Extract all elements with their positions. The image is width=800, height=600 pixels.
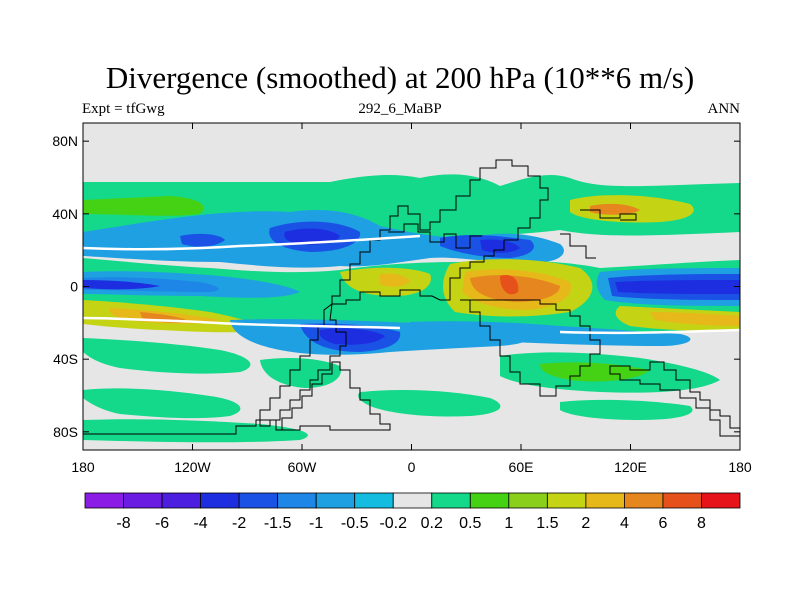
case-label: 292_6_MaBP bbox=[358, 101, 442, 117]
colorbar-level-label: 1.5 bbox=[536, 515, 558, 532]
colorbar-swatch bbox=[585, 492, 625, 509]
map-axes: 80N 40N 0 40S 80S 180 120W 60W 0 60E 120E 180 bbox=[52, 123, 752, 475]
colorbar-swatch bbox=[392, 492, 433, 509]
contour-line bbox=[83, 316, 401, 330]
contour-region bbox=[358, 390, 501, 417]
coastlines bbox=[83, 159, 740, 437]
colorbar-level-label: -6 bbox=[155, 515, 169, 532]
colorbar-level-label: 0.2 bbox=[421, 515, 443, 532]
divergence-field bbox=[83, 123, 740, 450]
colorbar-level-label: 4 bbox=[620, 515, 629, 532]
colorbar-level-label: 2 bbox=[581, 515, 590, 532]
colorbar-level-label: -1.5 bbox=[264, 515, 292, 532]
colorbar-level-label: -8 bbox=[116, 515, 130, 532]
contour-region bbox=[410, 321, 691, 346]
contour-line bbox=[83, 234, 421, 251]
lon-tick-label: 60E bbox=[509, 459, 534, 475]
contour-region bbox=[83, 419, 308, 443]
contour-region bbox=[500, 274, 519, 295]
lat-tick-label: 40N bbox=[52, 206, 78, 222]
colorbar-swatch bbox=[84, 492, 124, 509]
colorbar-level-label: -2 bbox=[232, 515, 246, 532]
colorbar-swatch bbox=[315, 492, 356, 509]
colorbar-level-label: -1 bbox=[309, 515, 323, 532]
colorbar-level-label: 1 bbox=[504, 515, 513, 532]
colorbar-level-label: 6 bbox=[658, 515, 667, 532]
lon-tick-label: 120E bbox=[614, 459, 647, 475]
colorbar-swatch bbox=[431, 492, 471, 509]
colorbar-swatch bbox=[546, 492, 587, 509]
contour-line bbox=[559, 328, 740, 335]
colorbar-level-label: -0.5 bbox=[341, 515, 369, 532]
coastline-america-south bbox=[259, 302, 347, 427]
contour-region bbox=[83, 388, 241, 419]
lon-tick-label: 180 bbox=[728, 459, 752, 475]
lon-tick-label: 0 bbox=[408, 459, 416, 475]
lat-tick-label: 80S bbox=[53, 424, 78, 440]
colorbar-swatch bbox=[701, 492, 741, 509]
plot-title: Divergence (smoothed) at 200 hPa (10**6 … bbox=[105, 60, 695, 95]
colorbar-swatch bbox=[123, 492, 163, 509]
colorbar-swatch bbox=[200, 492, 240, 509]
contour-region bbox=[615, 280, 740, 294]
lat-tick-label: 40S bbox=[53, 351, 78, 367]
lat-tick-label: 80N bbox=[52, 133, 78, 149]
colorbar-level-label: 8 bbox=[697, 515, 706, 532]
coastline-antarctica bbox=[83, 361, 391, 435]
coastline-australia bbox=[609, 361, 740, 437]
contour-region bbox=[480, 239, 520, 253]
lon-tick-label: 60W bbox=[288, 459, 318, 475]
lon-tick-label: 120W bbox=[174, 459, 211, 475]
colorbar-swatch bbox=[161, 492, 201, 509]
zero-contours bbox=[83, 234, 740, 335]
coastline-arctic-island bbox=[580, 209, 637, 221]
colorbar-swatch bbox=[624, 492, 664, 509]
contour-region bbox=[560, 399, 693, 420]
contour-region bbox=[650, 312, 740, 326]
contour-region bbox=[83, 196, 204, 216]
colorbar-swatch bbox=[238, 492, 279, 509]
colorbar-level-label: -4 bbox=[193, 515, 207, 532]
contour-region bbox=[180, 233, 225, 247]
lat-tick-label: 0 bbox=[70, 279, 78, 295]
colorbar-level-label: 0.5 bbox=[459, 515, 481, 532]
colorbar-swatch bbox=[469, 492, 510, 509]
colorbar: -8 -6 -4 -2 -1.5 -1 -0.5 -0.2 0.2 0.5 1 1.5 2 4 6 8 bbox=[84, 492, 741, 532]
coastline-greenland bbox=[388, 223, 482, 249]
contour-region bbox=[590, 203, 640, 215]
colorbar-swatch bbox=[354, 492, 394, 509]
contour-region bbox=[260, 358, 341, 388]
coastline-pacific-islands bbox=[560, 233, 596, 259]
colorbar-swatch bbox=[662, 492, 702, 509]
season-label: ANN bbox=[707, 101, 741, 117]
coastline-africa bbox=[460, 299, 601, 397]
contour-region bbox=[83, 280, 160, 290]
contour-region bbox=[83, 338, 251, 374]
colorbar-level-label: -0.2 bbox=[379, 515, 407, 532]
experiment-label: Expt = tfGwg bbox=[82, 101, 165, 117]
coastline-europe-asia bbox=[331, 159, 549, 305]
contour-region bbox=[380, 273, 410, 287]
contour-region bbox=[540, 362, 650, 382]
colorbar-swatch bbox=[277, 492, 317, 509]
colorbar-swatch bbox=[508, 492, 548, 509]
lon-tick-label: 180 bbox=[71, 459, 95, 475]
